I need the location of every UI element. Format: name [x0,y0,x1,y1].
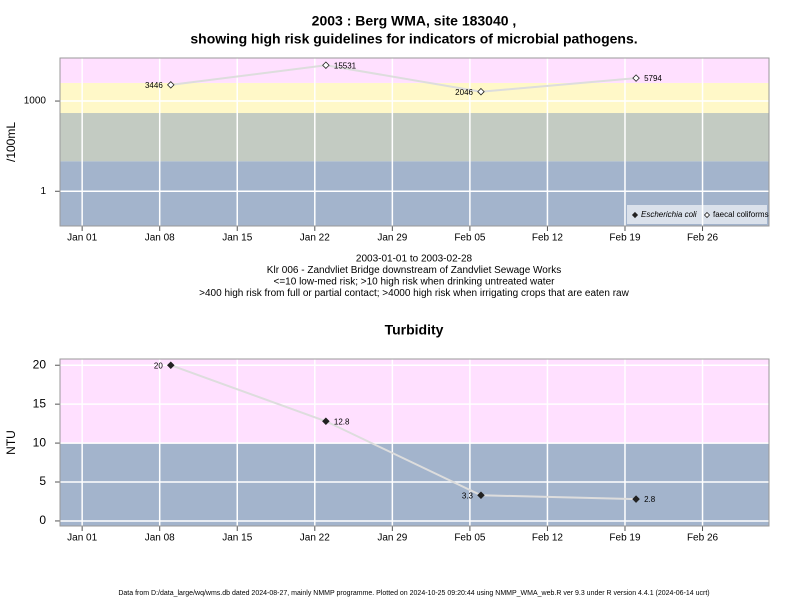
note: Klr 006 - Zandvliet Bridge downstream of… [267,265,561,276]
y-tick-label: 1000 [24,96,47,107]
x-tick-label: Jan 01 [67,533,97,544]
point [167,81,175,89]
y-tick-label: 1 [40,186,46,197]
chart-title: Turbidity [385,322,444,338]
x-tick-label: Jan 15 [222,233,252,244]
x-tick-label: Jan 15 [222,533,252,544]
x-tick-label: Feb 19 [609,533,641,544]
x-tick-label: Jan 29 [377,233,407,244]
data-label: 5794 [644,74,662,83]
series-line [170,64,637,93]
x-tick-label: Feb 05 [454,533,486,544]
note: <=10 low-med risk; >10 high risk when dr… [274,277,556,288]
x-tick-label: Feb 05 [454,233,486,244]
point [632,495,640,503]
point [322,61,330,69]
point [167,361,175,369]
data-label: 20 [154,361,163,370]
data-label: 3.3 [462,491,474,500]
legend-box [627,205,767,224]
x-tick-label: Jan 08 [145,533,175,544]
y-axis-label: /100mL [4,122,18,162]
data-label: 12.8 [334,417,350,426]
data-label: 3446 [145,81,163,90]
point [322,417,330,426]
y-tick-label: 10 [33,435,47,449]
x-tick-label: Jan 29 [377,533,407,544]
y-tick-label: 0 [39,513,46,527]
x-tick-label: Feb 26 [687,233,719,244]
point [477,491,485,500]
risk-band [60,82,769,114]
risk-band [60,113,769,162]
note: 2003-01-01 to 2003-02-28 [356,254,473,265]
y-tick-label: 5 [39,474,46,488]
x-tick-label: Feb 12 [532,233,564,244]
x-tick-label: Feb 26 [687,533,719,544]
x-tick-label: Feb 19 [609,233,641,244]
note: >400 high risk from full or partial cont… [199,288,629,299]
risk-band [60,443,769,526]
data-label: 15531 [334,61,357,70]
legend-marker [631,211,639,219]
legend-label: faecal coliforms [713,210,769,219]
legend-label: Escherichia coli [641,210,697,219]
x-tick-label: Jan 08 [145,233,175,244]
legend-marker [703,211,711,219]
point [477,87,485,96]
x-tick-label: Jan 22 [300,233,330,244]
title: showing high risk guidelines for indicat… [190,31,637,47]
risk-band [60,58,769,83]
footer: Data from D:/data_large/wq/wms.db dated … [118,590,709,597]
data-label: 2046 [455,88,473,97]
point [632,74,640,82]
y-axis-label: NTU [4,430,18,455]
x-tick-label: Jan 01 [67,233,97,244]
x-tick-label: Feb 12 [532,533,564,544]
x-tick-label: Jan 22 [300,533,330,544]
risk-band [60,359,769,444]
y-tick-label: 15 [33,396,47,410]
title: 2003 : Berg WMA, site 183040 , [312,13,517,29]
series-line [170,364,637,501]
data-label: 2.8 [644,495,656,504]
y-tick-label: 20 [33,357,47,371]
plot-frame [59,57,770,227]
plot-frame [59,358,770,527]
